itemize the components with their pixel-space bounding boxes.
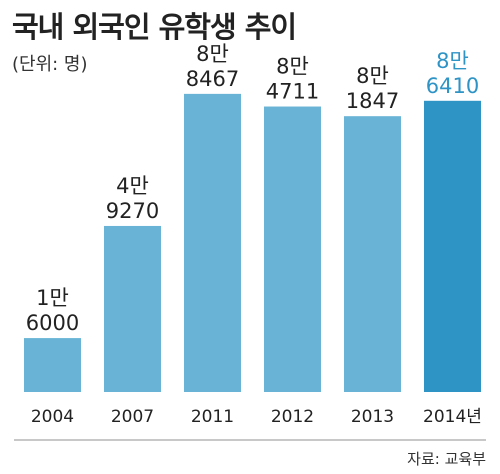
data-label-2014년-line2: 6410 [426,74,479,98]
chart-title: 국내 외국인 유학생 추이 [12,10,297,44]
bar-2011 [184,93,241,392]
data-label-2012-line1: 8만 [276,55,309,79]
x-tick-label-2004: 2004 [31,407,74,427]
data-label-2013-line1: 8만 [356,64,389,88]
data-label-2007-line2: 9270 [106,199,159,223]
bar-2013 [344,116,401,393]
data-label-2004-line1: 1만 [36,286,69,310]
x-tick-label-2007: 2007 [111,407,154,427]
bar-2004 [24,338,81,392]
x-tick-label-2012: 2012 [271,407,314,427]
data-label-2007-line1: 4만 [116,174,149,198]
unit-label: (단위: 명) [12,54,88,75]
bar-2007 [104,225,161,392]
data-label-2012-line2: 4711 [266,80,319,104]
source-label: 자료: 교육부 [407,450,486,468]
x-tick-label-2013: 2013 [351,407,394,427]
data-label-2014년-line1: 8만 [436,49,469,73]
data-label-2004-line2: 6000 [26,311,79,335]
bar-2012 [264,106,321,393]
bar-2014년 [424,100,481,392]
data-label-2013-line2: 1847 [346,89,399,113]
x-tick-label-2014년: 2014년 [423,407,482,427]
data-label-2011-line2: 8467 [186,67,239,91]
data-label-2011-line1: 8만 [196,42,229,66]
x-tick-label-2011: 2011 [191,407,234,427]
